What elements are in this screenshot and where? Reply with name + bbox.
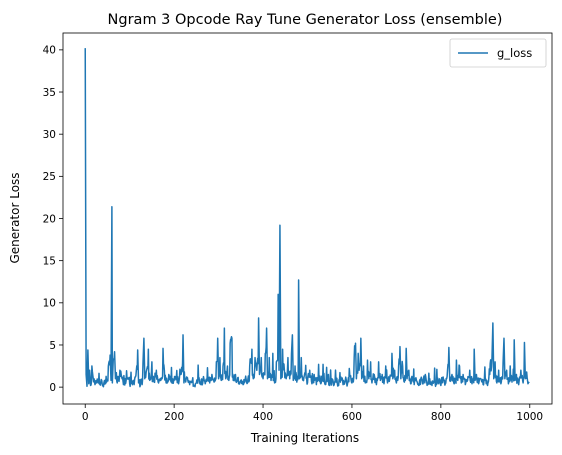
x-tick-label: 1000 bbox=[516, 411, 543, 423]
plot-background bbox=[63, 33, 552, 404]
y-tick-label: 10 bbox=[43, 298, 56, 310]
y-tick-label: 0 bbox=[49, 382, 56, 394]
y-tick-label: 15 bbox=[43, 255, 56, 267]
y-axis-label: Generator Loss bbox=[8, 172, 22, 263]
x-tick-label: 800 bbox=[431, 411, 451, 423]
x-tick-label: 0 bbox=[82, 411, 89, 423]
y-tick-label: 40 bbox=[43, 45, 56, 57]
plot-area bbox=[62, 32, 553, 405]
x-axis: 0 200 400 600 800 1000 bbox=[82, 404, 543, 423]
chart-title: Ngram 3 Opcode Ray Tune Generator Loss (… bbox=[108, 12, 503, 28]
series-line-g-loss bbox=[84, 48, 530, 388]
legend-label-g-loss: g_loss bbox=[497, 46, 532, 60]
y-tick-label: 30 bbox=[43, 129, 56, 141]
y-tick-label: 20 bbox=[43, 213, 56, 225]
series-layer bbox=[84, 48, 530, 388]
x-tick-label: 400 bbox=[253, 411, 273, 423]
x-tick-label: 600 bbox=[342, 411, 362, 423]
x-axis-label: Training Iterations bbox=[250, 431, 359, 445]
y-axis: 0 5 10 15 20 25 30 35 40 bbox=[43, 45, 63, 394]
y-tick-label: 35 bbox=[43, 87, 56, 99]
y-tick-label: 5 bbox=[49, 340, 56, 352]
y-tick-label: 25 bbox=[43, 171, 56, 183]
x-tick-label: 200 bbox=[164, 411, 184, 423]
legend-box bbox=[449, 38, 547, 68]
legend: g_loss bbox=[449, 38, 547, 68]
